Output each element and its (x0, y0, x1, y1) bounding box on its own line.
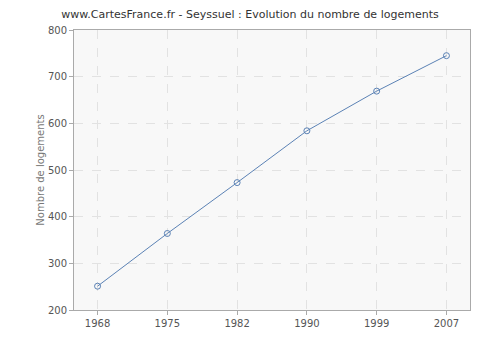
svg-text:300: 300 (48, 258, 67, 269)
svg-text:1990: 1990 (294, 318, 319, 329)
svg-text:www.CartesFrance.fr - Seyssuel: www.CartesFrance.fr - Seyssuel : Evoluti… (61, 8, 439, 21)
svg-text:1999: 1999 (364, 318, 389, 329)
svg-text:800: 800 (48, 25, 67, 36)
svg-text:1968: 1968 (85, 318, 110, 329)
svg-text:2007: 2007 (434, 318, 459, 329)
svg-text:200: 200 (48, 305, 67, 316)
svg-text:Nombre de logements: Nombre de logements (35, 114, 46, 225)
svg-text:600: 600 (48, 118, 67, 129)
svg-text:700: 700 (48, 71, 67, 82)
svg-text:500: 500 (48, 165, 67, 176)
svg-text:1975: 1975 (155, 318, 180, 329)
svg-text:1982: 1982 (224, 318, 249, 329)
svg-text:400: 400 (48, 211, 67, 222)
